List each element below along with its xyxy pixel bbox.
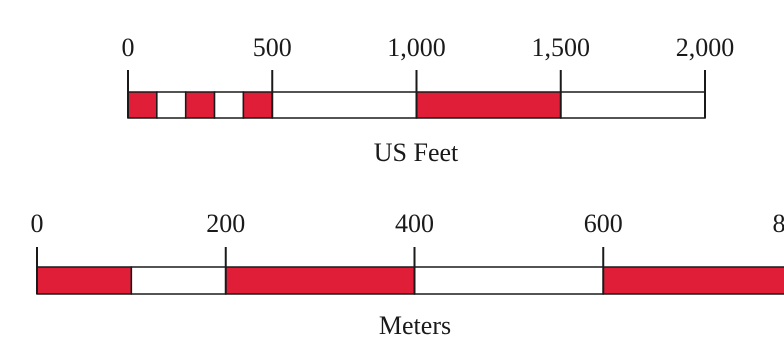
tick-label: 0 xyxy=(31,209,44,238)
unit-label: US Feet xyxy=(374,138,459,167)
tick-label: 200 xyxy=(206,209,245,238)
tick-label: 600 xyxy=(584,209,623,238)
scale-segment xyxy=(127,91,158,119)
scale-segment xyxy=(156,91,187,119)
tick-label: 0 xyxy=(122,33,135,62)
scale-segment xyxy=(602,266,784,295)
tick-label: 1,500 xyxy=(532,33,591,62)
scale-segment xyxy=(213,91,245,119)
tick-label: 2,000 xyxy=(676,33,735,62)
scale-segment xyxy=(242,91,273,119)
scale-segment xyxy=(36,266,133,295)
scale-segment xyxy=(130,266,227,295)
scale-segment xyxy=(413,266,604,295)
scale-segment xyxy=(271,91,418,119)
unit-label: Meters xyxy=(379,311,451,340)
scale-segment xyxy=(225,266,416,295)
scale-segment xyxy=(184,91,216,119)
tick-label: 500 xyxy=(253,33,292,62)
tick-label: 800 xyxy=(773,209,784,238)
scale-segment xyxy=(415,91,562,119)
tick-label: 1,000 xyxy=(387,33,446,62)
scale-segment xyxy=(560,91,706,119)
tick-label: 400 xyxy=(395,209,434,238)
